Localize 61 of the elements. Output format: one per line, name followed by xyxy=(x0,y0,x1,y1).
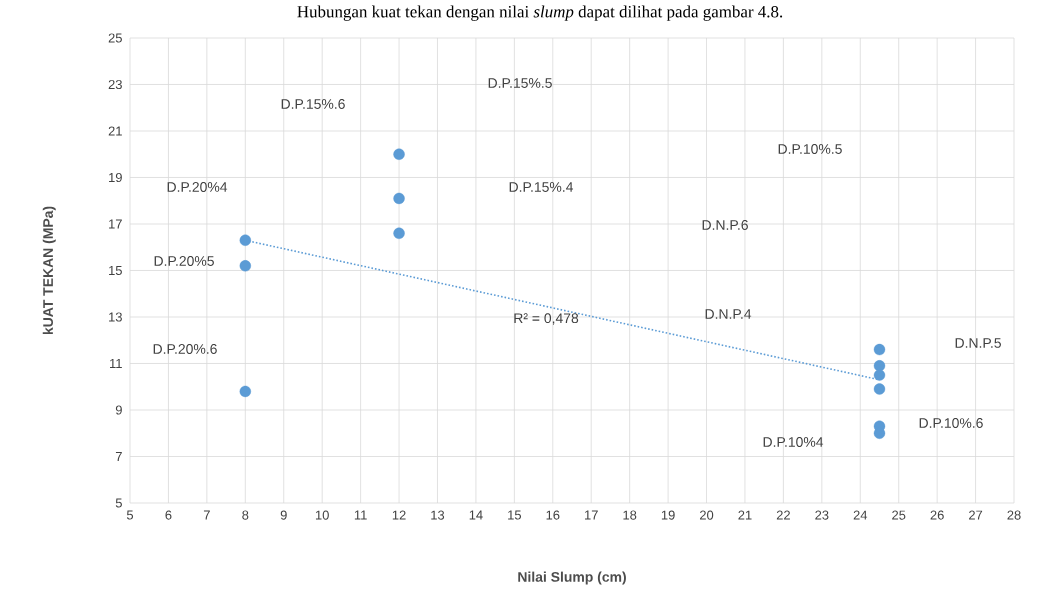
x-tick-label: 8 xyxy=(242,510,249,520)
y-tick-label: 13 xyxy=(109,312,122,322)
y-tick-label: 17 xyxy=(109,219,122,229)
x-tick-label: 21 xyxy=(738,510,752,520)
x-tick-label: 13 xyxy=(431,510,445,520)
chart-title: Hubungan kuat tekan dengan nilai slump dapat dilihat pada gambar 4.8. xyxy=(297,5,783,21)
x-tick-label: 23 xyxy=(815,510,829,520)
y-axis-title: kUAT TEKAN (MPa) xyxy=(42,206,56,335)
x-tick-label: 15 xyxy=(508,510,522,520)
annotation: D.P.15%.6 xyxy=(281,99,345,109)
annotation: D.P.20%4 xyxy=(167,182,228,192)
annotation: D.P.10%4 xyxy=(763,437,824,447)
annotation: D.P.20%.6 xyxy=(153,344,217,354)
y-tick-label: 19 xyxy=(109,172,122,183)
x-tick-label: 20 xyxy=(699,510,714,520)
x-tick-label: 14 xyxy=(469,510,483,520)
x-tick-label: 27 xyxy=(969,510,983,520)
point xyxy=(239,260,251,272)
x-tick-label: 17 xyxy=(585,510,598,520)
x-tick-label: 26 xyxy=(930,510,944,520)
annotation: D.N.P.5 xyxy=(955,338,1001,348)
annotation: D.N.P.6 xyxy=(702,220,748,230)
y-tick-label: 5 xyxy=(115,498,122,508)
point xyxy=(873,383,886,395)
annotation: D.P.10%.6 xyxy=(919,418,983,428)
point xyxy=(239,385,251,398)
point xyxy=(873,343,886,356)
point xyxy=(393,192,405,205)
annotation: D.N.P.4 xyxy=(705,309,752,319)
y-tick-label: 21 xyxy=(108,126,122,136)
point xyxy=(873,369,886,381)
y-tick-label: 15 xyxy=(109,265,122,276)
annotation: R² = 0,478 xyxy=(514,313,579,325)
x-tick-label: 16 xyxy=(546,510,560,520)
x-axis-title: Nilai Slump (cm) xyxy=(518,571,626,585)
x-tick-label: 25 xyxy=(892,510,906,520)
y-tick-label: 9 xyxy=(115,405,122,415)
x-tick-label: 19 xyxy=(661,510,675,520)
x-tick-label: 24 xyxy=(853,510,868,520)
x-tick-label: 6 xyxy=(165,510,172,520)
y-tick-label: 7 xyxy=(115,452,122,461)
point xyxy=(393,148,405,160)
x-tick-label: 28 xyxy=(1007,510,1021,520)
annotation: D.P.15%.5 xyxy=(488,78,552,88)
point xyxy=(239,234,251,246)
x-tick-label: 7 xyxy=(203,510,210,520)
annotation: D.P.20%5 xyxy=(154,256,214,266)
point xyxy=(393,227,405,239)
y-tick-label: 11 xyxy=(110,359,122,368)
x-tick-label: 11 xyxy=(354,510,367,520)
x-tick-label: 12 xyxy=(392,510,406,520)
x-tick-label: 5 xyxy=(126,510,134,520)
x-tick-label: 22 xyxy=(776,510,790,520)
annotation: D.P.10%.5 xyxy=(778,144,842,154)
annotation: D.P.15%.4 xyxy=(509,182,574,192)
x-tick-label: 9 xyxy=(280,510,287,520)
x-tick-label: 18 xyxy=(623,510,637,520)
point xyxy=(873,360,886,372)
y-tick-label: 25 xyxy=(108,33,122,43)
x-tick-label: 10 xyxy=(315,510,329,520)
y-tick-label: 23 xyxy=(108,79,122,90)
